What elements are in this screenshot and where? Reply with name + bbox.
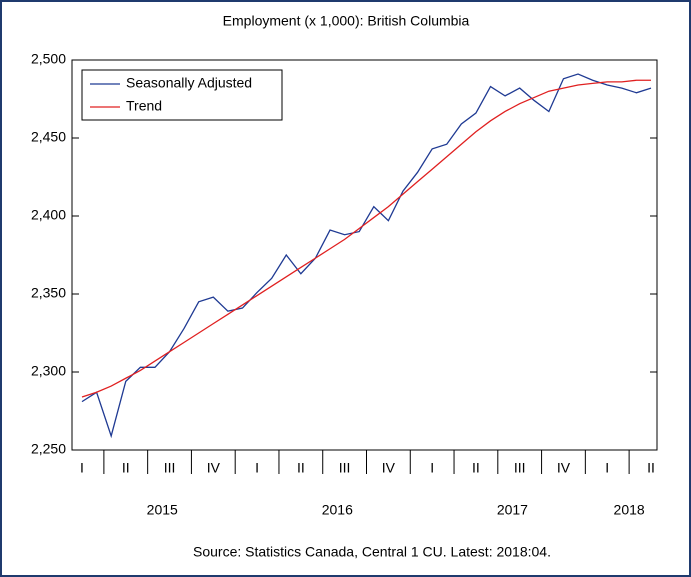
- y-tick-label: 2,350: [31, 285, 66, 301]
- year-label: 2017: [497, 502, 528, 518]
- x-tick-label: I: [430, 460, 434, 476]
- series-line: [81, 79, 651, 398]
- year-label: 2018: [614, 502, 645, 518]
- y-tick-label: 2,500: [31, 51, 66, 67]
- x-tick-label: II: [647, 460, 655, 476]
- legend-box: [81, 69, 283, 121]
- x-tick-label: IV: [382, 460, 396, 476]
- series-line: [81, 73, 652, 439]
- x-tick-label: II: [297, 460, 305, 476]
- plot-frame: [71, 59, 658, 451]
- year-label: 2015: [147, 502, 178, 518]
- y-tick-label: 2,250: [31, 441, 66, 457]
- x-tick-label: III: [164, 460, 176, 476]
- x-tick-label: I: [255, 460, 259, 476]
- source-note: Source: Statistics Canada, Central 1 CU.…: [193, 544, 551, 560]
- legend-label: Seasonally Adjusted: [126, 75, 252, 91]
- x-tick-label: I: [605, 460, 609, 476]
- x-tick-label: III: [339, 460, 351, 476]
- y-tick-label: 2,300: [31, 363, 66, 379]
- y-tick-label: 2,400: [31, 207, 66, 223]
- x-tick-label: II: [472, 460, 480, 476]
- chart-title: Employment (x 1,000): British Columbia: [223, 13, 470, 29]
- x-tick-label: IV: [207, 460, 221, 476]
- x-tick-label: IV: [557, 460, 571, 476]
- y-tick-label: 2,450: [31, 129, 66, 145]
- year-label: 2016: [322, 502, 353, 518]
- x-tick-label: I: [80, 460, 84, 476]
- x-tick-label: II: [122, 460, 130, 476]
- legend-label: Trend: [126, 98, 162, 114]
- x-tick-label: III: [514, 460, 526, 476]
